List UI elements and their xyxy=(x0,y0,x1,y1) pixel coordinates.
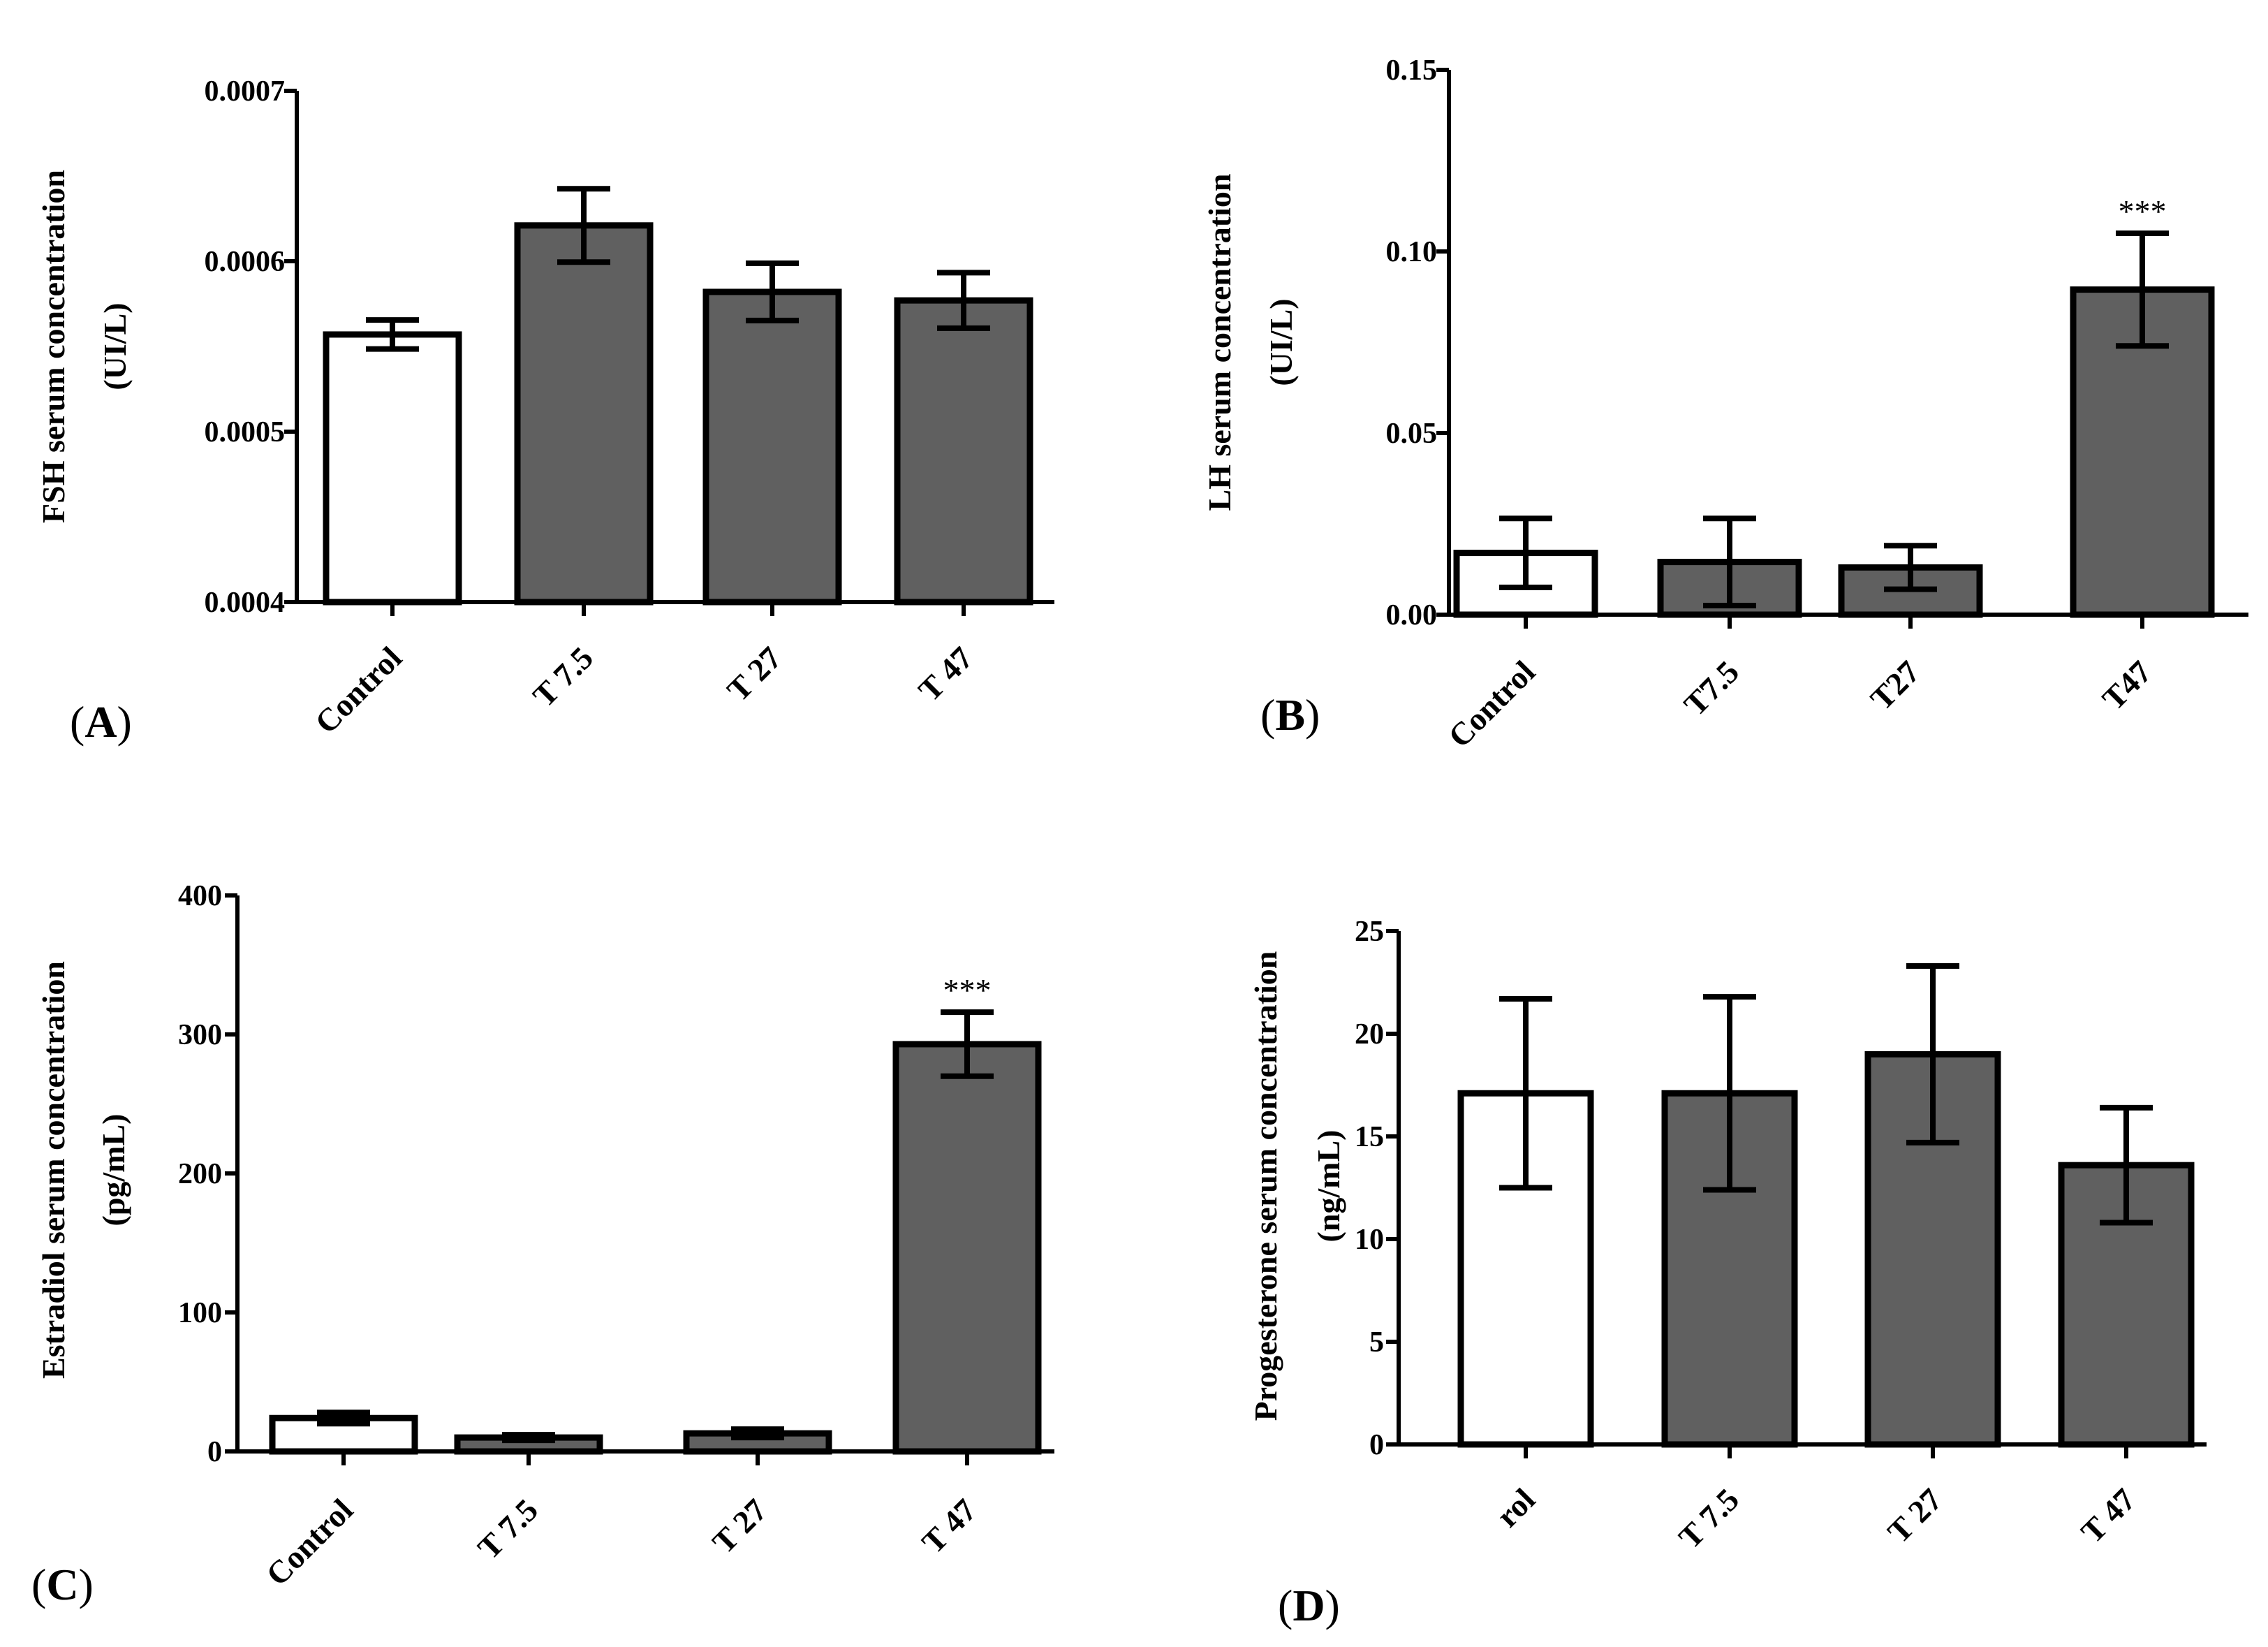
y-tick-label-5: 25 xyxy=(1355,916,1384,948)
y-tick-label-4: 400 xyxy=(178,880,222,912)
y-axis-units: (UI/L) xyxy=(1263,298,1299,386)
bar-2 xyxy=(702,288,842,606)
bar-3 xyxy=(892,1041,1042,1455)
panel-label: (B) xyxy=(1260,690,1320,740)
y-tick-label-1: 0.0005 xyxy=(205,416,286,448)
y-tick-label-0: 0 xyxy=(1369,1429,1384,1461)
y-tick-label-4: 20 xyxy=(1355,1018,1384,1051)
y-axis-units: (ng/mL) xyxy=(1311,1130,1346,1243)
y-tick-label-3: 0.15 xyxy=(1386,54,1438,87)
y-tick-label-3: 0.0007 xyxy=(205,75,286,108)
y-tick-label-2: 0.10 xyxy=(1386,236,1438,268)
y-tick-label-1: 5 xyxy=(1369,1326,1384,1359)
y-axis-title: Progesterone serum concentration xyxy=(1248,951,1283,1421)
y-axis-units: (pg/mL) xyxy=(96,1114,131,1227)
bar-1 xyxy=(514,222,654,606)
y-tick-label-2: 0.0006 xyxy=(205,246,286,278)
bar-3 xyxy=(894,297,1033,606)
y-tick-label-0: 0.0004 xyxy=(205,587,286,619)
y-axis-title: LH serum concentration xyxy=(1202,174,1237,511)
significance-marker-3: *** xyxy=(2119,193,2167,229)
panel-label: (C) xyxy=(31,1560,94,1609)
y-tick-label-2: 10 xyxy=(1355,1224,1384,1256)
y-tick-label-2: 200 xyxy=(178,1158,222,1190)
y-tick-label-3: 300 xyxy=(178,1019,222,1051)
bar-0 xyxy=(323,331,462,606)
y-axis-units: (UI/L) xyxy=(97,302,133,390)
significance-marker-3: *** xyxy=(943,972,992,1008)
y-tick-label-1: 100 xyxy=(178,1297,222,1329)
y-tick-label-0: 0 xyxy=(207,1436,222,1468)
y-tick-label-1: 0.05 xyxy=(1386,418,1438,450)
y-tick-label-3: 15 xyxy=(1355,1121,1384,1153)
panel-label: (A) xyxy=(70,697,132,747)
panel-label: (D) xyxy=(1278,1581,1340,1630)
y-tick-label-0: 0.00 xyxy=(1386,599,1438,631)
y-axis-title: FSH serum concentration xyxy=(36,170,71,523)
y-axis-title: Estradiol serum concentration xyxy=(36,961,71,1379)
